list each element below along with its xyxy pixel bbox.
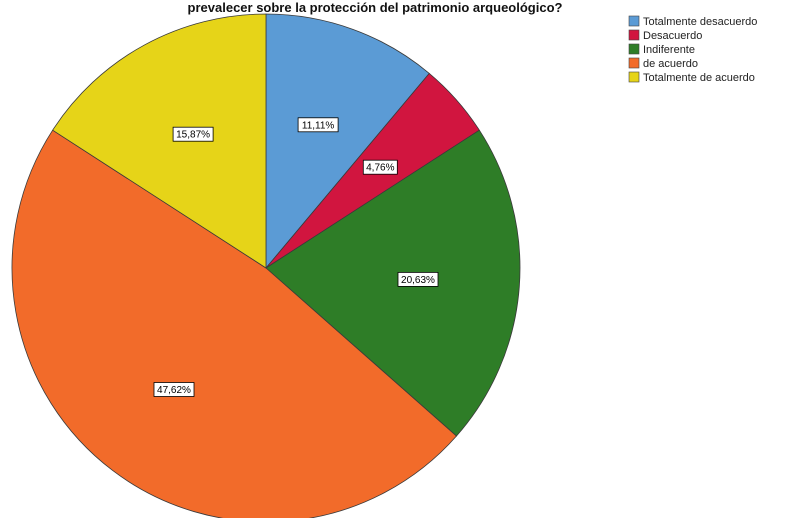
slice-label-totalmente-desacuerdo: 11,11% [297,117,339,133]
slice-label-text: 20,63% [401,275,435,286]
pie-slices [11,13,521,518]
slice-label-text: 47,62% [157,385,191,396]
legend-swatch [628,29,640,41]
legend-label: Totalmente de acuerdo [643,72,755,84]
chart-title: prevalecer sobre la protección del patri… [188,0,563,15]
legend-item-de-acuerdo: de acuerdo [628,57,698,70]
slice-label-indiferente: 20,63% [397,271,439,287]
slice-label-de-acuerdo: 47,62% [153,382,195,397]
slice-label-text: 11,11% [302,120,335,131]
slice-labels: 11,11% 4,76% 20,63% 47,62% 15,87% [153,117,439,397]
legend-label: Indiferente [643,44,695,56]
slice-label-totalmente-de-acuerdo: 15,87% [172,126,214,142]
pie-slice-indiferente [265,129,521,437]
pie-slice-totalmente-de-acuerdo [52,13,267,269]
legend-item-totalmente-de-acuerdo: Totalmente de acuerdo [628,71,755,84]
pie-slice-totalmente-desacuerdo [265,13,430,270]
slice-label-text: 15,87% [176,130,210,141]
pie-slice-de-acuerdo [11,129,458,518]
legend-label: Totalmente desacuerdo [643,16,757,28]
legend-item-totalmente-desacuerdo: Totalmente desacuerdo [628,15,757,28]
legend-label: de acuerdo [643,58,698,70]
slice-label-desacuerdo: 4,76% [362,159,398,175]
legend-item-desacuerdo: Desacuerdo [628,29,702,42]
legend-swatch [628,71,640,83]
legend-item-indiferente: Indiferente [628,43,695,56]
legend-swatch [628,57,640,69]
legend-swatch [628,15,640,27]
slice-label-text: 4,76% [366,163,394,174]
legend: Totalmente desacuerdo Desacuerdo Indiferen… [628,15,757,84]
legend-label: Desacuerdo [643,30,702,42]
legend-swatch [628,43,640,55]
